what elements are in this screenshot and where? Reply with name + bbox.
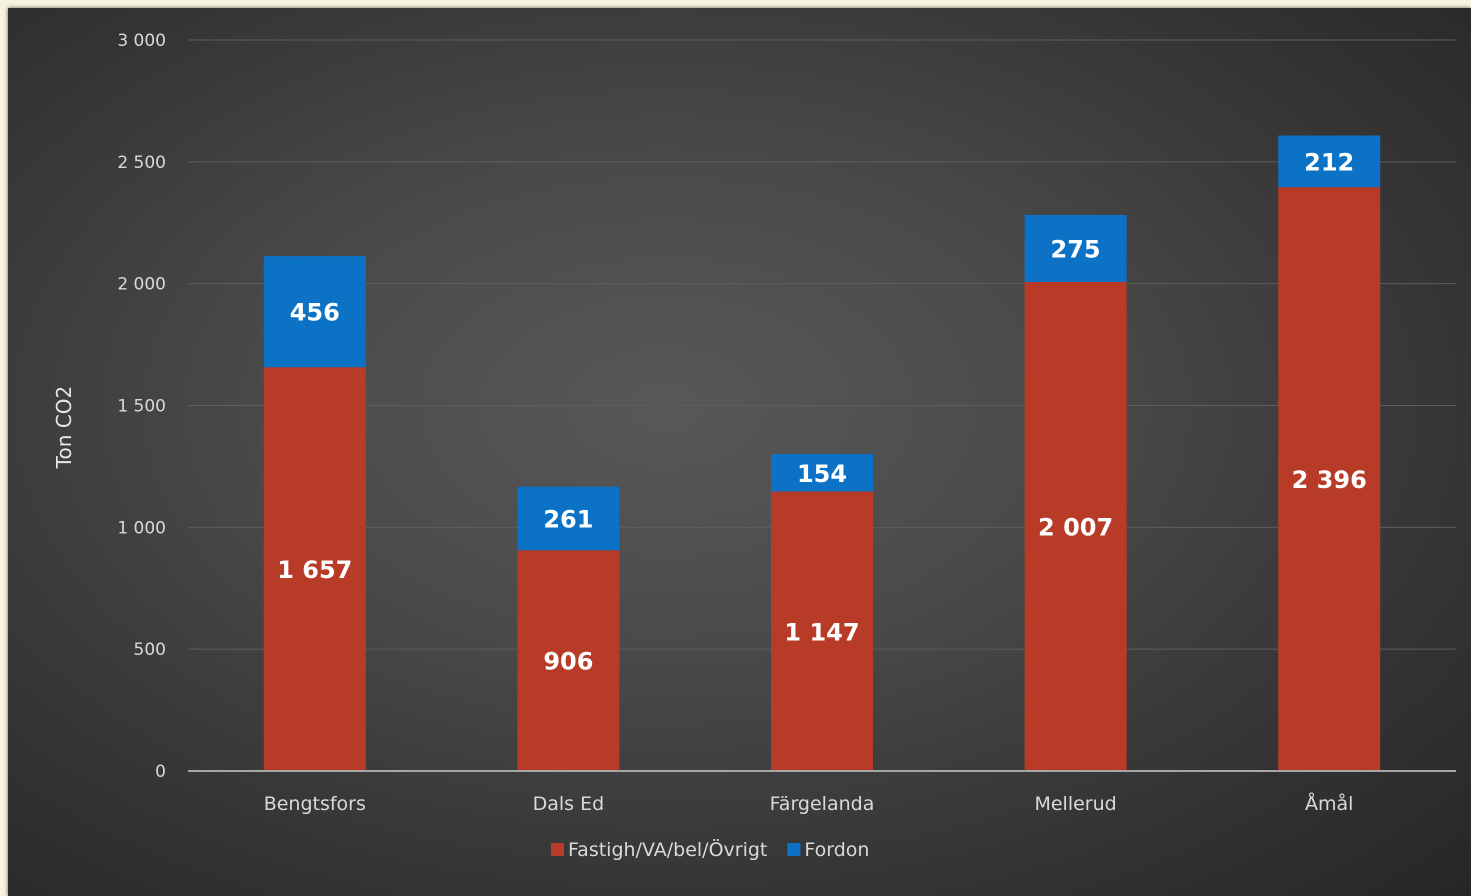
data-label: 456 (290, 299, 340, 327)
bar-segment (771, 453, 873, 492)
bar-segment (771, 491, 873, 771)
x-tick-label: Färgelanda (770, 793, 875, 815)
bar-segment (263, 256, 366, 368)
legend-swatch (787, 843, 801, 856)
y-tick-label: 2 000 (117, 275, 166, 295)
y-axis-title: Ton CO2 (52, 386, 76, 470)
bar-segment (517, 550, 620, 771)
bar-segment (1278, 135, 1381, 188)
legend-item: Fordon (787, 839, 869, 861)
legend-item: Fastigh/VA/bel/Övrigt (551, 838, 767, 861)
axes: 0 500 1 000 1 500 2 000 2 500 3 000 Bengtsfors D… (117, 31, 1456, 815)
bar-segment (1024, 214, 1127, 282)
y-tick-label: 1 000 (117, 518, 166, 538)
data-label: 154 (797, 460, 847, 488)
data-label: 2 396 (1292, 466, 1367, 494)
data-label: 1 147 (784, 618, 859, 646)
y-tick-label: 0 (155, 762, 166, 782)
gridlines (188, 39, 1456, 650)
y-tick-label: 2 500 (117, 153, 166, 173)
data-label: 1 657 (277, 556, 352, 584)
x-tick-label: Bengtsfors (264, 793, 366, 815)
legend-label: Fastigh/VA/bel/Övrigt (568, 838, 767, 861)
data-label: 212 (1304, 148, 1354, 176)
data-label: 2 007 (1038, 513, 1113, 541)
y-tick-label: 500 (134, 640, 166, 660)
x-tick-label: Dals Ed (533, 793, 605, 815)
legend-swatch (551, 843, 564, 856)
x-tick-label: Åmål (1305, 792, 1353, 815)
data-label: 261 (543, 505, 593, 533)
bar-segment (1024, 281, 1127, 771)
y-tick-label: 1 500 (117, 397, 166, 417)
bars (263, 135, 1381, 771)
legend: Fastigh/VA/bel/Övrigt Fordon (551, 838, 869, 861)
bar-segment (1278, 187, 1381, 771)
chart-frame: 1 657 456 906 261 1 147 154 2 007 275 2 396 212 0… (8, 8, 1471, 896)
y-tick-label: 3 000 (117, 31, 166, 51)
legend-label: Fordon (804, 839, 869, 861)
bar-segment (263, 367, 366, 771)
data-label: 906 (543, 648, 593, 676)
data-label: 275 (1051, 235, 1101, 263)
bar-segment (517, 486, 620, 551)
stacked-bar-chart: 1 657 456 906 261 1 147 154 2 007 275 2 396 212 0… (52, 31, 1456, 861)
data-labels: 1 657 456 906 261 1 147 154 2 007 275 2 396 212 (277, 148, 1367, 675)
x-tick-label: Mellerud (1034, 793, 1116, 815)
